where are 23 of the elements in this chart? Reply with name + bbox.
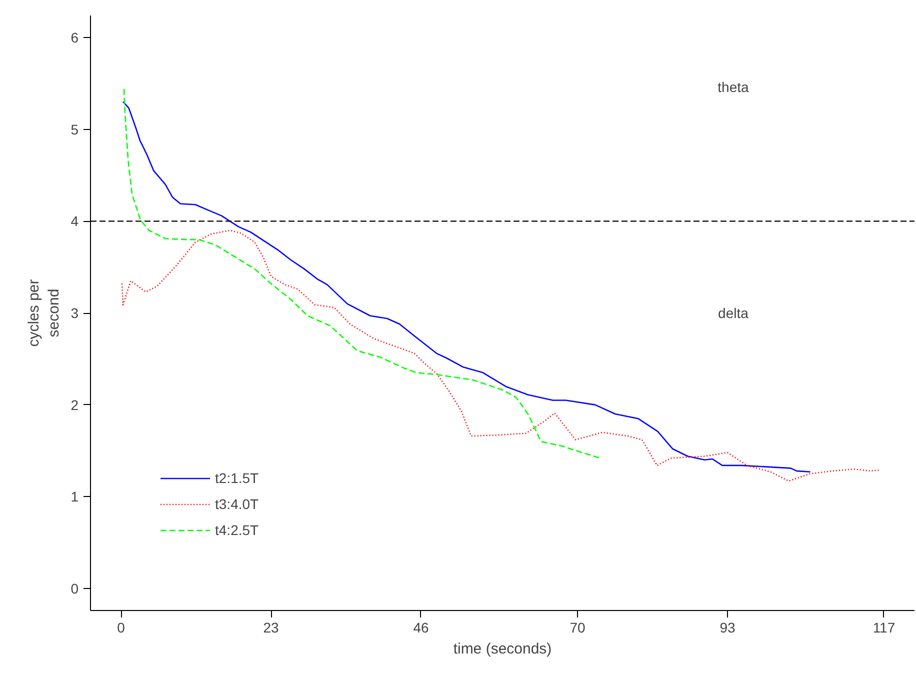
- x-tick-label: 0: [117, 620, 126, 636]
- legend-label: t4:2.5T: [215, 522, 259, 538]
- y-tick-label: 2: [70, 396, 79, 413]
- y-tick-label: 5: [70, 121, 79, 138]
- legend-label: t3:4.0T: [215, 496, 259, 512]
- y-tick-label: 1: [70, 488, 79, 505]
- y-tick-label: 0: [70, 580, 79, 596]
- y-axis-title: cycles per second: [25, 279, 63, 347]
- legend-label: t2:1.5T: [215, 470, 259, 486]
- y-tick-label: 3: [70, 305, 79, 321]
- x-tick-label: 117: [872, 620, 896, 636]
- line-series: [121, 230, 881, 482]
- y-tick-label: 4: [70, 213, 79, 230]
- line-series: [122, 101, 811, 472]
- x-axis-title: time (seconds): [453, 640, 552, 658]
- annotation: delta: [718, 305, 749, 321]
- x-tick-label: 70: [570, 620, 586, 636]
- y-tick-label: 6: [70, 30, 79, 46]
- x-tick-label: 46: [413, 620, 429, 636]
- annotation: theta: [718, 78, 750, 95]
- line-series: [123, 88, 601, 459]
- x-tick-label: 23: [263, 620, 280, 636]
- x-tick-label: 93: [720, 620, 736, 636]
